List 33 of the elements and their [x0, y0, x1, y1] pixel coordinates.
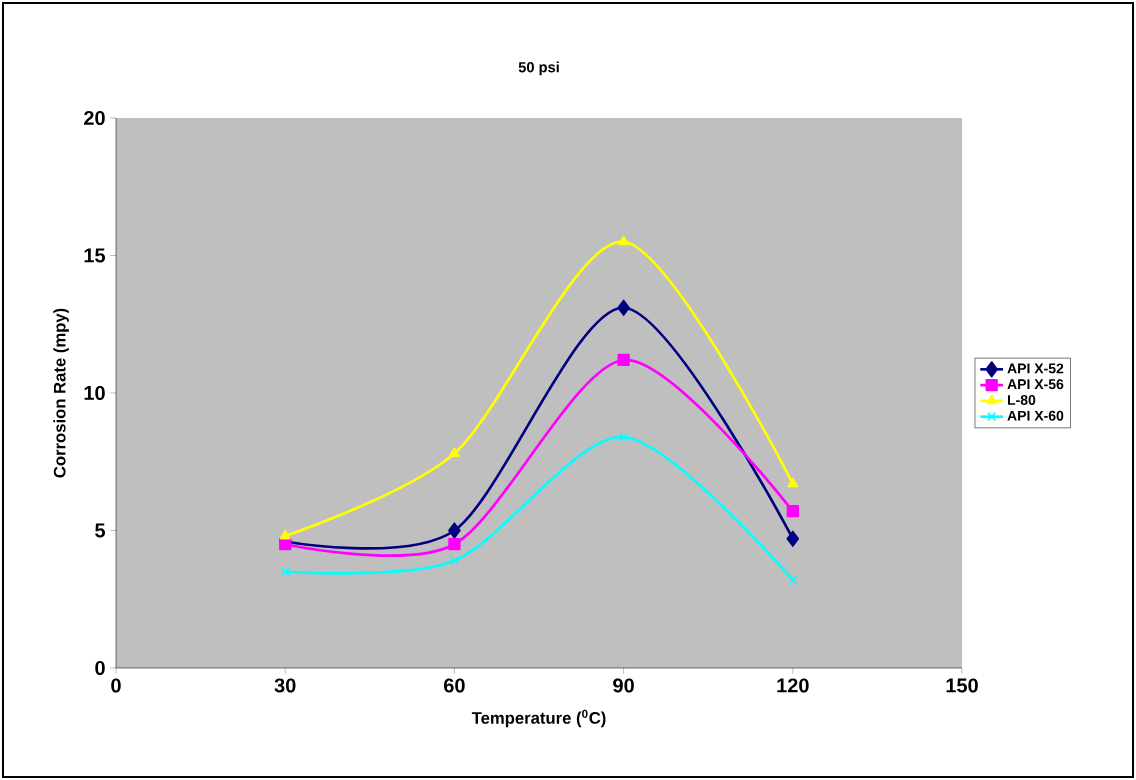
legend-label: API X-56	[1007, 379, 1064, 390]
y-tick-label: 5	[95, 523, 106, 538]
point	[618, 235, 630, 246]
point	[788, 575, 798, 585]
x-axis-title: Temperature ($^{0}$C)	[471, 709, 606, 728]
y-tick-label: 15	[84, 248, 106, 263]
y-tick-label: 10	[84, 385, 105, 401]
x-tick-label: 120	[777, 678, 809, 693]
point	[279, 538, 292, 551]
y-tick-label: 20	[84, 110, 105, 126]
point	[786, 505, 799, 518]
point	[279, 529, 291, 540]
point	[449, 556, 459, 566]
legend-label: API X-52	[1007, 363, 1064, 374]
point	[448, 522, 461, 539]
chart-title: 50 psi	[518, 61, 559, 76]
point	[786, 530, 800, 547]
point	[448, 538, 461, 551]
x-tick-label: 30	[274, 678, 296, 693]
x-tick-label: 60	[444, 678, 465, 693]
y-tick-label: 0	[95, 660, 105, 676]
legend-label: API X-60	[1007, 410, 1064, 421]
point	[280, 567, 290, 577]
y-axis-title: Corrosion Rate (mpy)	[53, 308, 69, 478]
point	[448, 447, 460, 457]
point	[787, 477, 799, 488]
point	[617, 299, 630, 316]
legend-label: L-80	[1008, 394, 1036, 405]
point	[617, 353, 630, 367]
x-tick-label: 90	[613, 678, 634, 693]
x-tick-label: 150	[946, 678, 978, 693]
x-tick-label: 0	[111, 678, 121, 693]
point	[619, 432, 629, 442]
